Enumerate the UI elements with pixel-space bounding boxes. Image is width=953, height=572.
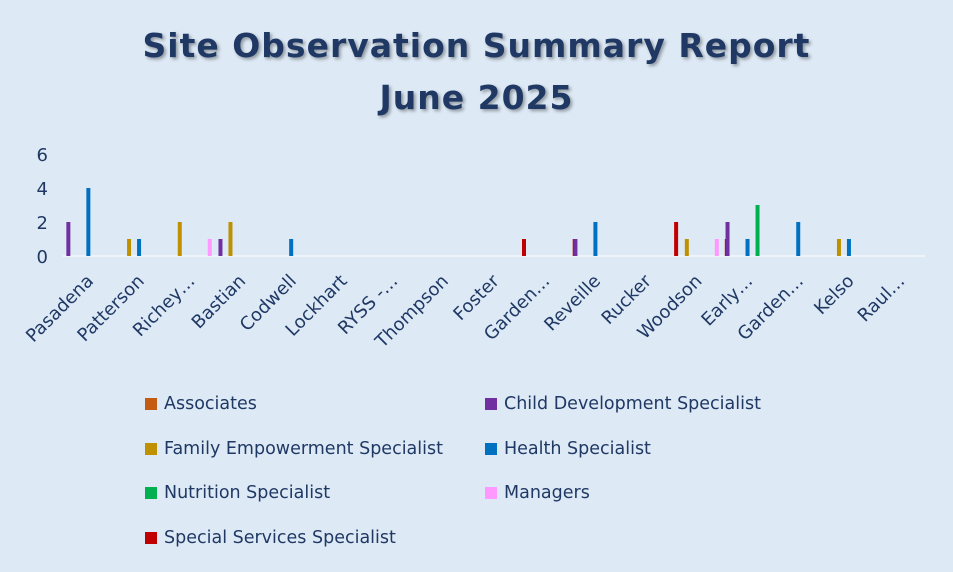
legend-item: Family Empowerment Specialist	[145, 437, 443, 461]
chart-title: Site Observation Summary Report	[142, 26, 811, 65]
x-tick-label: Kelso	[810, 271, 858, 319]
legend-swatch	[485, 487, 497, 499]
bar	[127, 239, 132, 256]
legend-label: Family Empowerment Specialist	[164, 438, 443, 459]
bar	[684, 239, 689, 256]
legend-label: Health Specialist	[504, 438, 651, 459]
x-tick-label: Raul…	[854, 271, 910, 327]
bar	[86, 188, 91, 256]
legend-label: Associates	[164, 394, 257, 414]
legend-item: Managers	[485, 481, 590, 505]
bar	[846, 239, 851, 256]
bar	[207, 239, 212, 256]
bar	[745, 239, 750, 256]
bar	[289, 239, 294, 256]
legend-label: Child Development Specialist	[504, 394, 761, 414]
plot-area: 0246PasadenaPattersonRichey…BastianCodwe…	[22, 145, 925, 353]
chart-subtitle: June 2025	[379, 78, 574, 117]
bar	[836, 239, 841, 256]
bar	[228, 222, 233, 256]
bar	[796, 222, 801, 256]
y-tick-label: 2	[37, 213, 48, 234]
bar	[714, 239, 719, 256]
bar	[725, 222, 730, 256]
bar	[674, 222, 679, 256]
legend-swatch	[145, 442, 157, 455]
legend-swatch	[485, 398, 497, 410]
legend-item: Special Services Specialist	[145, 526, 396, 550]
bar	[522, 239, 526, 256]
legend-item: Health Specialist	[485, 437, 651, 461]
bar	[177, 222, 182, 256]
legend-label: Nutrition Specialist	[164, 483, 331, 503]
legend-item: Nutrition Specialist	[145, 481, 330, 505]
legend-item: Child Development Specialist	[485, 392, 761, 416]
legend-swatch	[485, 442, 497, 455]
legend-item: Associates	[145, 392, 257, 416]
x-tick-label: Reveille	[540, 271, 605, 336]
bar	[218, 239, 223, 256]
legend-swatch	[145, 487, 157, 499]
legend-label: Managers	[504, 483, 590, 503]
legend-swatch	[145, 398, 157, 410]
y-tick-label: 4	[37, 179, 48, 200]
bar	[66, 222, 71, 256]
y-tick-label: 6	[37, 145, 48, 166]
bar	[755, 205, 760, 256]
legend-label: Special Services Specialist	[164, 527, 396, 548]
legend-swatch	[145, 531, 157, 544]
bar	[593, 222, 598, 256]
bar	[573, 239, 578, 256]
bar	[137, 239, 142, 256]
y-tick-label: 0	[37, 247, 48, 268]
